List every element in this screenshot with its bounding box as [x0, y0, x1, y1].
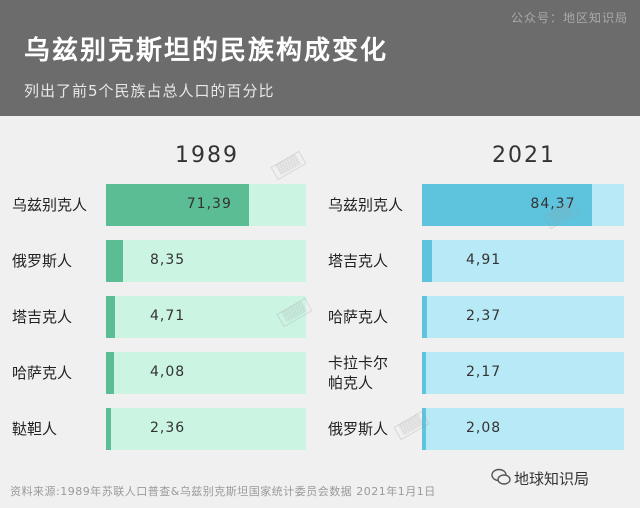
category-label: 鞑靼人: [12, 420, 58, 438]
watermark-stamp: ▒▒▒: [270, 150, 307, 181]
bar: [422, 408, 427, 450]
value-label: 84,37: [530, 196, 576, 212]
bar: [106, 408, 111, 450]
bar-track: 4,08: [106, 352, 306, 394]
bar-track: 2,37: [422, 296, 624, 338]
category-label: 乌兹别克人: [12, 196, 88, 214]
wechat-icon: [491, 468, 511, 485]
category-label: 塔吉克人: [328, 252, 389, 270]
value-label: 4,08: [150, 364, 186, 380]
page-subtitle: 列出了前5个民族占总人口的百分比: [24, 82, 275, 100]
category-label: 塔吉克人: [12, 308, 73, 326]
bar-track: 4,91: [422, 240, 624, 282]
category-label: 哈萨克人: [12, 364, 73, 382]
value-label: 2,37: [466, 308, 502, 324]
value-label: 2,08: [466, 420, 502, 436]
bar: [106, 184, 249, 226]
header-watermark: 公众号：地区知识局: [510, 11, 628, 25]
source-note: 资料来源:1989年苏联人口普查&乌兹别克斯坦国家统计委员会数据 2021年1月…: [10, 485, 436, 498]
bar-track: 8,35: [106, 240, 306, 282]
bar-track: 2,36: [106, 408, 306, 450]
value-label: 4,91: [466, 252, 502, 268]
value-label: 8,35: [150, 252, 186, 268]
value-label: 71,39: [186, 196, 232, 212]
value-label: 2,17: [466, 364, 502, 380]
bar: [106, 296, 116, 338]
brand-name: 地球知识局: [514, 470, 590, 488]
chart-title-2021: 2021: [492, 143, 556, 168]
category-label: 哈萨克人: [328, 308, 389, 326]
header-banner: 公众号：地区知识局 乌兹别克斯坦的民族构成变化 列出了前5个民族占总人口的百分比: [0, 0, 640, 116]
category-label: 俄罗斯人: [12, 252, 73, 270]
bar-track: 4,71: [106, 296, 306, 338]
category-label: 卡拉卡尔 帕克人: [328, 354, 389, 392]
bar: [422, 296, 427, 338]
chart-title-1989: 1989: [175, 143, 239, 168]
bar-track: 2,08: [422, 408, 624, 450]
bar: [422, 240, 432, 282]
bar-track: 71,39: [106, 184, 306, 226]
bar: [422, 184, 593, 226]
bar: [106, 240, 123, 282]
value-label: 2,36: [150, 420, 186, 436]
category-label: 乌兹别克人: [328, 196, 404, 214]
page-title: 乌兹别克斯坦的民族构成变化: [24, 36, 389, 66]
bar: [106, 352, 115, 394]
bar-track: 2,17: [422, 352, 624, 394]
value-label: 4,71: [150, 308, 186, 324]
bar-track: 84,37: [422, 184, 624, 226]
bar: [422, 352, 427, 394]
category-label: 俄罗斯人: [328, 420, 389, 438]
